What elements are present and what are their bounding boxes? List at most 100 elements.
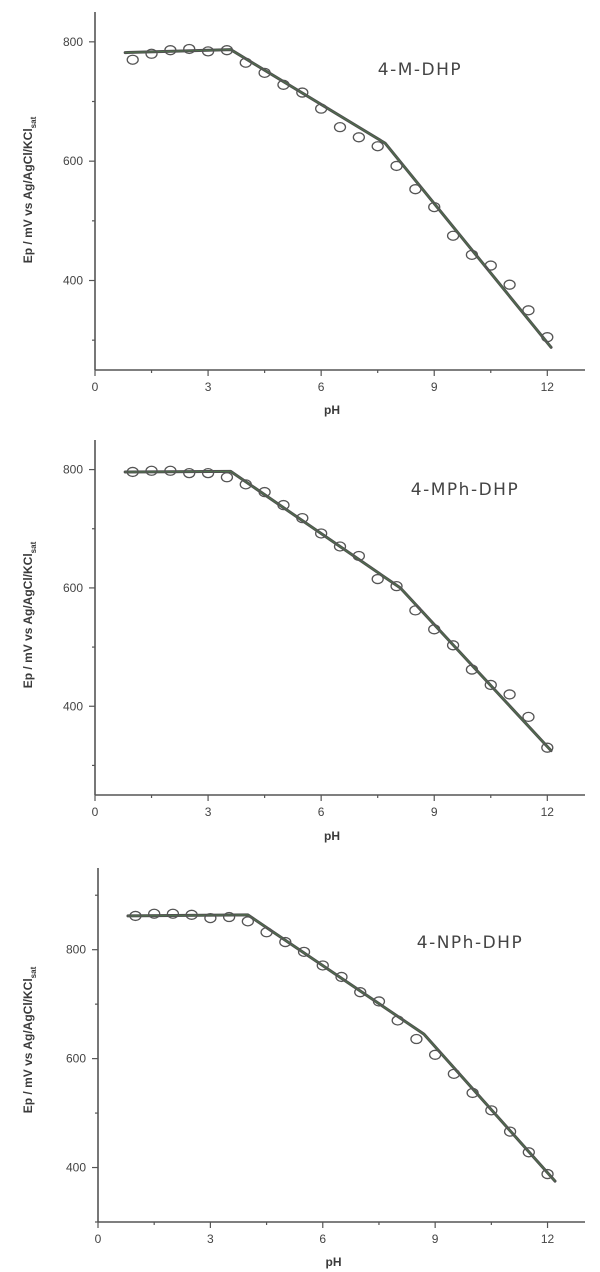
y-axis-title-main: Ep / mV vs Ag/AgCl/KCl: [21, 978, 35, 1113]
chart-panel-3: 0 3 6 9 12 400 600 800 pH Ep / mV vs Ag/AgCl/KCls…: [21, 868, 585, 1269]
fit-line-highlight: [125, 49, 552, 348]
data-point: [277, 79, 290, 90]
data-point: [541, 332, 554, 343]
fit-line: [123, 48, 553, 349]
data-point: [522, 711, 535, 723]
data-point: [241, 916, 254, 927]
data-point: [333, 122, 347, 133]
fit-line: [126, 913, 557, 1183]
x-axis-title: pH: [324, 829, 340, 843]
compound-label: 4-MPh-DHP: [411, 480, 519, 500]
data-point: [541, 742, 554, 753]
data-point: [354, 987, 367, 998]
y-axis-title-main: Ep / mV vs Ag/AgCl/KCl: [21, 128, 35, 263]
x-tick-label: 6: [318, 805, 325, 819]
compound-label: 4-M-DHP: [378, 60, 462, 80]
y-tick-label: 400: [63, 274, 83, 288]
data-point: [164, 45, 177, 56]
y-tick-label: 600: [63, 154, 83, 168]
data-point: [352, 132, 365, 143]
data-point: [204, 912, 217, 924]
data-point: [166, 908, 180, 919]
y-tick-label: 800: [63, 463, 83, 477]
data-point: [148, 908, 161, 919]
data-point: [315, 103, 328, 114]
chart-panel-1: 0 3 6 9 12 400 600 800 pH Ep / mV vs Ag/AgCl/KCls…: [21, 12, 585, 417]
data-point: [258, 486, 271, 498]
data-point: [126, 54, 139, 65]
data-point: [183, 43, 196, 55]
y-axis-title: Ep / mV vs Ag/AgCl/KClsat: [21, 541, 38, 688]
data-point: [126, 466, 139, 478]
data-point: [335, 971, 348, 983]
y-axis-title-subscript: sat: [29, 541, 38, 553]
data-point: [390, 580, 403, 592]
x-tick-label: 0: [92, 380, 99, 394]
data-point: [390, 160, 403, 172]
data-point: [220, 45, 234, 56]
data-point: [352, 550, 365, 562]
data-point: [465, 249, 479, 260]
x-tick-label: 6: [319, 1232, 326, 1246]
data-point: [316, 960, 329, 971]
data-point: [129, 910, 142, 922]
x-axis-title: pH: [324, 403, 340, 417]
data-point: [465, 664, 479, 675]
y-tick-label: 600: [66, 1052, 86, 1066]
data-point: [466, 1087, 479, 1099]
data-point: [258, 67, 271, 79]
fit-line-highlight: [127, 914, 556, 1182]
x-axis-title: pH: [326, 1255, 342, 1269]
data-point: [446, 230, 460, 241]
y-axis-title-subscript: sat: [29, 966, 38, 978]
x-tick-label: 3: [205, 380, 212, 394]
data-point: [503, 689, 516, 700]
y-tick-label: 800: [66, 943, 86, 957]
data-point: [503, 279, 516, 290]
data-point: [145, 465, 158, 476]
data-point: [220, 472, 234, 483]
data-point: [183, 467, 196, 479]
y-tick-label: 400: [66, 1161, 86, 1175]
data-point: [296, 87, 309, 98]
y-axis-title-subscript: sat: [29, 116, 38, 128]
data-point: [277, 499, 290, 511]
y-axis-title: Ep / mV vs Ag/AgCl/KClsat: [21, 966, 38, 1113]
data-point: [164, 465, 177, 476]
data-point: [522, 1147, 535, 1158]
fit-line: [123, 469, 553, 753]
data-point: [503, 1126, 517, 1137]
x-tick-label: 6: [318, 380, 325, 394]
y-tick-label: 600: [63, 581, 83, 595]
data-point: [371, 141, 384, 152]
data-point: [429, 1049, 442, 1060]
data-point: [484, 679, 497, 691]
data-point: [522, 305, 535, 316]
data-point: [391, 1015, 404, 1026]
data-point: [297, 946, 311, 958]
data-point: [371, 573, 384, 585]
data-point: [446, 640, 460, 651]
data-point: [222, 911, 236, 923]
x-tick-label: 0: [92, 805, 99, 819]
data-point: [428, 201, 441, 213]
data-point: [409, 605, 422, 616]
data-point: [484, 260, 497, 271]
x-tick-label: 12: [541, 1232, 555, 1246]
data-point: [372, 996, 386, 1007]
x-tick-label: 9: [431, 380, 438, 394]
data-point: [541, 1168, 554, 1180]
data-point: [428, 624, 441, 635]
data-point: [409, 184, 422, 195]
x-tick-label: 9: [432, 1232, 439, 1246]
data-point: [410, 1033, 423, 1045]
data-point: [333, 541, 347, 552]
data-point: [201, 46, 215, 57]
data-point: [485, 1105, 498, 1116]
x-tick-label: 0: [95, 1232, 102, 1246]
data-point: [260, 927, 273, 938]
x-tick-label: 12: [541, 380, 555, 394]
compound-label: 4-NPh-DHP: [417, 933, 523, 953]
fit-line-highlight: [125, 470, 552, 751]
